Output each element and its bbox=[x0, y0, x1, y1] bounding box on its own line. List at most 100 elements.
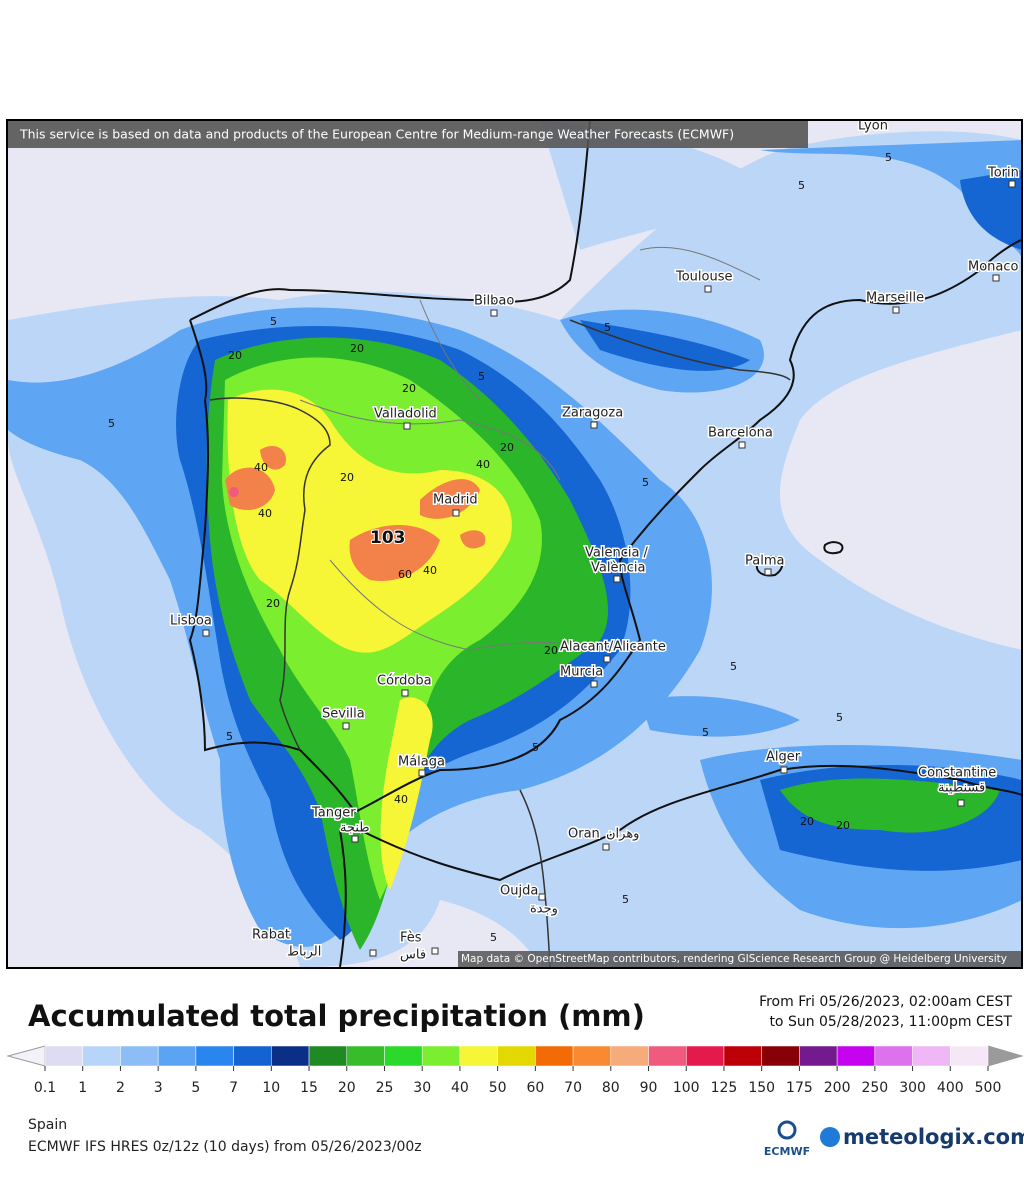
city-label: وهران bbox=[606, 827, 639, 842]
rain-orange bbox=[225, 445, 486, 581]
period-to: to Sun 05/28/2023, 11:00pm CEST bbox=[769, 1014, 1012, 1030]
contour-label: 20 bbox=[228, 349, 242, 362]
colorbar-box bbox=[723, 1045, 762, 1067]
city-label: طنجة bbox=[340, 821, 370, 836]
city-label: Oran bbox=[568, 827, 600, 842]
colorbar-tick-label: 30 bbox=[413, 1080, 431, 1096]
city-label: Zaragoza bbox=[562, 406, 623, 421]
contour-label: 103 bbox=[370, 528, 406, 548]
contour-labels: 5 5 5 20 20 20 40 40 20 40 103 60 40 20 … bbox=[108, 151, 892, 944]
colorbar-box bbox=[535, 1045, 574, 1067]
city-label: Córdoba bbox=[377, 674, 432, 689]
colorbar-over bbox=[987, 1045, 1024, 1067]
colorbar-tick-label: 250 bbox=[861, 1080, 888, 1096]
city-label: Málaga bbox=[398, 755, 445, 770]
colorbar-box bbox=[874, 1045, 913, 1067]
city-label: Monaco bbox=[968, 260, 1019, 275]
contour-label: 20 bbox=[544, 644, 558, 657]
contour-label: 5 bbox=[798, 179, 805, 192]
contour-label: 40 bbox=[254, 461, 268, 474]
rain-yellow bbox=[227, 389, 512, 890]
colorbar-under bbox=[6, 1045, 46, 1067]
contour-label: 40 bbox=[476, 458, 490, 471]
colorbar-box bbox=[384, 1045, 423, 1067]
colorbar-tick-label: 70 bbox=[564, 1080, 582, 1096]
city-label: Valencia / bbox=[585, 546, 649, 561]
colorbar-box bbox=[572, 1045, 612, 1067]
contour-label: 5 bbox=[604, 321, 611, 334]
city-label: Fès bbox=[400, 931, 422, 946]
colorbar-tick-label: 15 bbox=[300, 1080, 318, 1096]
colorbar-box bbox=[44, 1045, 83, 1067]
colorbar-box bbox=[799, 1045, 838, 1067]
city-label: Bilbao bbox=[474, 294, 514, 309]
borders bbox=[209, 319, 791, 967]
colorbar-box bbox=[120, 1045, 159, 1067]
colorbar-tick-label: 80 bbox=[602, 1080, 620, 1096]
colorbar-box bbox=[271, 1045, 310, 1067]
contour-label: 40 bbox=[258, 507, 272, 520]
contour-label: 5 bbox=[270, 315, 277, 328]
city-label: Constantine bbox=[918, 766, 996, 781]
contour-label: 40 bbox=[423, 564, 437, 577]
colorbar-box bbox=[233, 1045, 272, 1067]
city-label: Alger bbox=[766, 750, 801, 765]
city-label: Toulouse bbox=[675, 270, 733, 285]
colorbar-tick-label: 3 bbox=[154, 1080, 163, 1096]
brand-logo: meteologix.com bbox=[820, 1125, 1024, 1149]
colorbar-box bbox=[648, 1045, 687, 1067]
contour-label: 5 bbox=[490, 931, 497, 944]
colorbar-box bbox=[346, 1045, 385, 1067]
city-label: قسنطينة bbox=[938, 781, 985, 796]
city-label: Madrid bbox=[433, 493, 478, 508]
colorbar-tick-label: 400 bbox=[937, 1080, 964, 1096]
contour-label: 60 bbox=[398, 568, 412, 581]
colorbar-tick-label: 2 bbox=[116, 1080, 125, 1096]
colorbar-tick-label: 100 bbox=[673, 1080, 700, 1096]
map-credit: Map data © OpenStreetMap contributors, r… bbox=[461, 953, 1007, 965]
colorbar-box bbox=[761, 1045, 800, 1067]
colorbar-tick-label: 60 bbox=[526, 1080, 544, 1096]
colorbar-tick-label: 300 bbox=[899, 1080, 926, 1096]
colorbar-tick-label: 500 bbox=[975, 1080, 1002, 1096]
colorbar-tick-label: 10 bbox=[262, 1080, 280, 1096]
colorbar-box bbox=[950, 1045, 989, 1067]
contour-label: 5 bbox=[836, 711, 843, 724]
colorbar-tick-label: 7 bbox=[229, 1080, 238, 1096]
contour-label: 20 bbox=[350, 342, 364, 355]
colorbar-tick-label: 5 bbox=[191, 1080, 200, 1096]
period-from: From Fri 05/26/2023, 02:00am CEST bbox=[759, 994, 1012, 1010]
contour-label: 20 bbox=[800, 815, 814, 828]
contour-label: 20 bbox=[500, 441, 514, 454]
contour-label: 5 bbox=[885, 151, 892, 164]
colorbar-box bbox=[421, 1045, 461, 1067]
city-label: Rabat bbox=[252, 928, 290, 943]
colorbar-box bbox=[157, 1045, 197, 1067]
coastline bbox=[188, 121, 1022, 967]
region: Spain bbox=[28, 1117, 67, 1133]
rain-peak bbox=[229, 487, 239, 497]
colorbar-box bbox=[912, 1045, 951, 1067]
contour-label: 5 bbox=[622, 893, 629, 906]
colorbar-tick-label: 40 bbox=[451, 1080, 469, 1096]
contour-label: 20 bbox=[836, 819, 850, 832]
contour-label: 20 bbox=[402, 382, 416, 395]
city-label: فاس bbox=[400, 948, 426, 963]
colorbar-tick-label: 175 bbox=[786, 1080, 813, 1096]
banner: This service is based on data and produc… bbox=[19, 127, 734, 142]
contour-label: 5 bbox=[226, 730, 233, 743]
map-frame bbox=[6, 119, 1023, 969]
colorbar-box bbox=[308, 1045, 348, 1067]
colorbar-tick-label: 90 bbox=[640, 1080, 658, 1096]
contour-label: 40 bbox=[394, 793, 408, 806]
city-labels: Lyon Torin Toulouse Monaco Marseille Bil… bbox=[169, 121, 1021, 964]
colorbar-tick-label: 50 bbox=[489, 1080, 507, 1096]
ecmwf-label: ECMWF bbox=[764, 1145, 810, 1158]
colorbar-tick-label: 150 bbox=[748, 1080, 775, 1096]
contour-label: 5 bbox=[702, 726, 709, 739]
colorbar-tick-label: 20 bbox=[338, 1080, 356, 1096]
colorbar-box bbox=[685, 1045, 725, 1067]
city-label: Barcelona bbox=[708, 426, 773, 441]
city-label: Murcia bbox=[560, 665, 603, 680]
